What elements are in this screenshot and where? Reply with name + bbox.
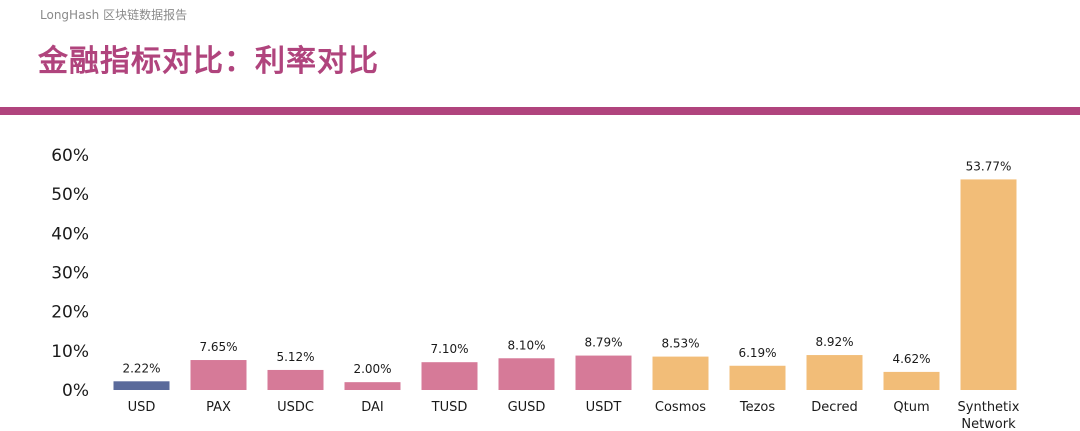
bar	[267, 369, 324, 390]
source-label: LongHash 区块链数据报告	[40, 8, 188, 22]
data-label: 7.65%	[199, 340, 237, 354]
y-tick-label: 40%	[51, 224, 89, 244]
bar	[575, 355, 632, 390]
data-label: 2.00%	[353, 362, 391, 376]
page-title: 金融指标对比：利率对比	[38, 44, 379, 79]
data-label: 7.10%	[430, 342, 468, 356]
x-tick-label: USDT	[586, 400, 622, 415]
bars	[113, 179, 1017, 390]
value-labels: 2.22% 7.65% 5.12% 2.00% 7.10% 8.10% 8.79% 8.53%…	[122, 159, 1011, 376]
bar	[960, 179, 1017, 390]
bar	[729, 365, 786, 390]
x-tick-label: Synthetix Network	[958, 400, 1020, 431]
bar	[498, 358, 555, 390]
y-axis: 0% 10% 20% 30% 40% 50% 60%	[51, 146, 89, 401]
x-tick-label: Decred	[811, 400, 857, 415]
x-tick-label: Tezos	[739, 400, 776, 415]
x-tick-label: GUSD	[508, 400, 546, 415]
data-label: 5.12%	[276, 350, 314, 364]
bar	[883, 371, 940, 390]
data-label: 2.22%	[122, 361, 160, 375]
data-label: 8.79%	[584, 336, 622, 350]
y-tick-label: 30%	[51, 264, 89, 284]
y-tick-label: 60%	[51, 146, 89, 166]
bar	[421, 362, 478, 390]
x-tick-label: USD	[128, 400, 156, 415]
bar	[113, 381, 170, 390]
title-divider	[0, 107, 1080, 115]
bar	[652, 356, 709, 390]
bar	[806, 355, 863, 390]
x-tick-label: USDC	[277, 400, 314, 415]
data-label: 53.77%	[966, 159, 1012, 173]
data-label: 8.92%	[815, 335, 853, 349]
bar	[190, 360, 247, 390]
data-label: 8.53%	[661, 337, 699, 351]
x-tick-label: TUSD	[431, 400, 468, 415]
data-label: 8.10%	[507, 338, 545, 352]
y-tick-label: 20%	[51, 303, 89, 323]
data-label: 4.62%	[892, 352, 930, 366]
bar	[344, 382, 401, 390]
y-tick-label: 0%	[62, 381, 89, 401]
x-tick-label: PAX	[206, 400, 231, 415]
y-tick-label: 50%	[51, 185, 89, 205]
x-tick-label: Cosmos	[655, 400, 706, 415]
data-label: 6.19%	[738, 346, 776, 360]
x-tick-label: Qtum	[893, 400, 929, 415]
x-tick-label: DAI	[361, 400, 384, 415]
category-labels: USD PAX USDC DAI TUSD GUSD USDT Cosmos Tezos Decr…	[128, 400, 1020, 431]
y-tick-label: 10%	[51, 342, 89, 362]
